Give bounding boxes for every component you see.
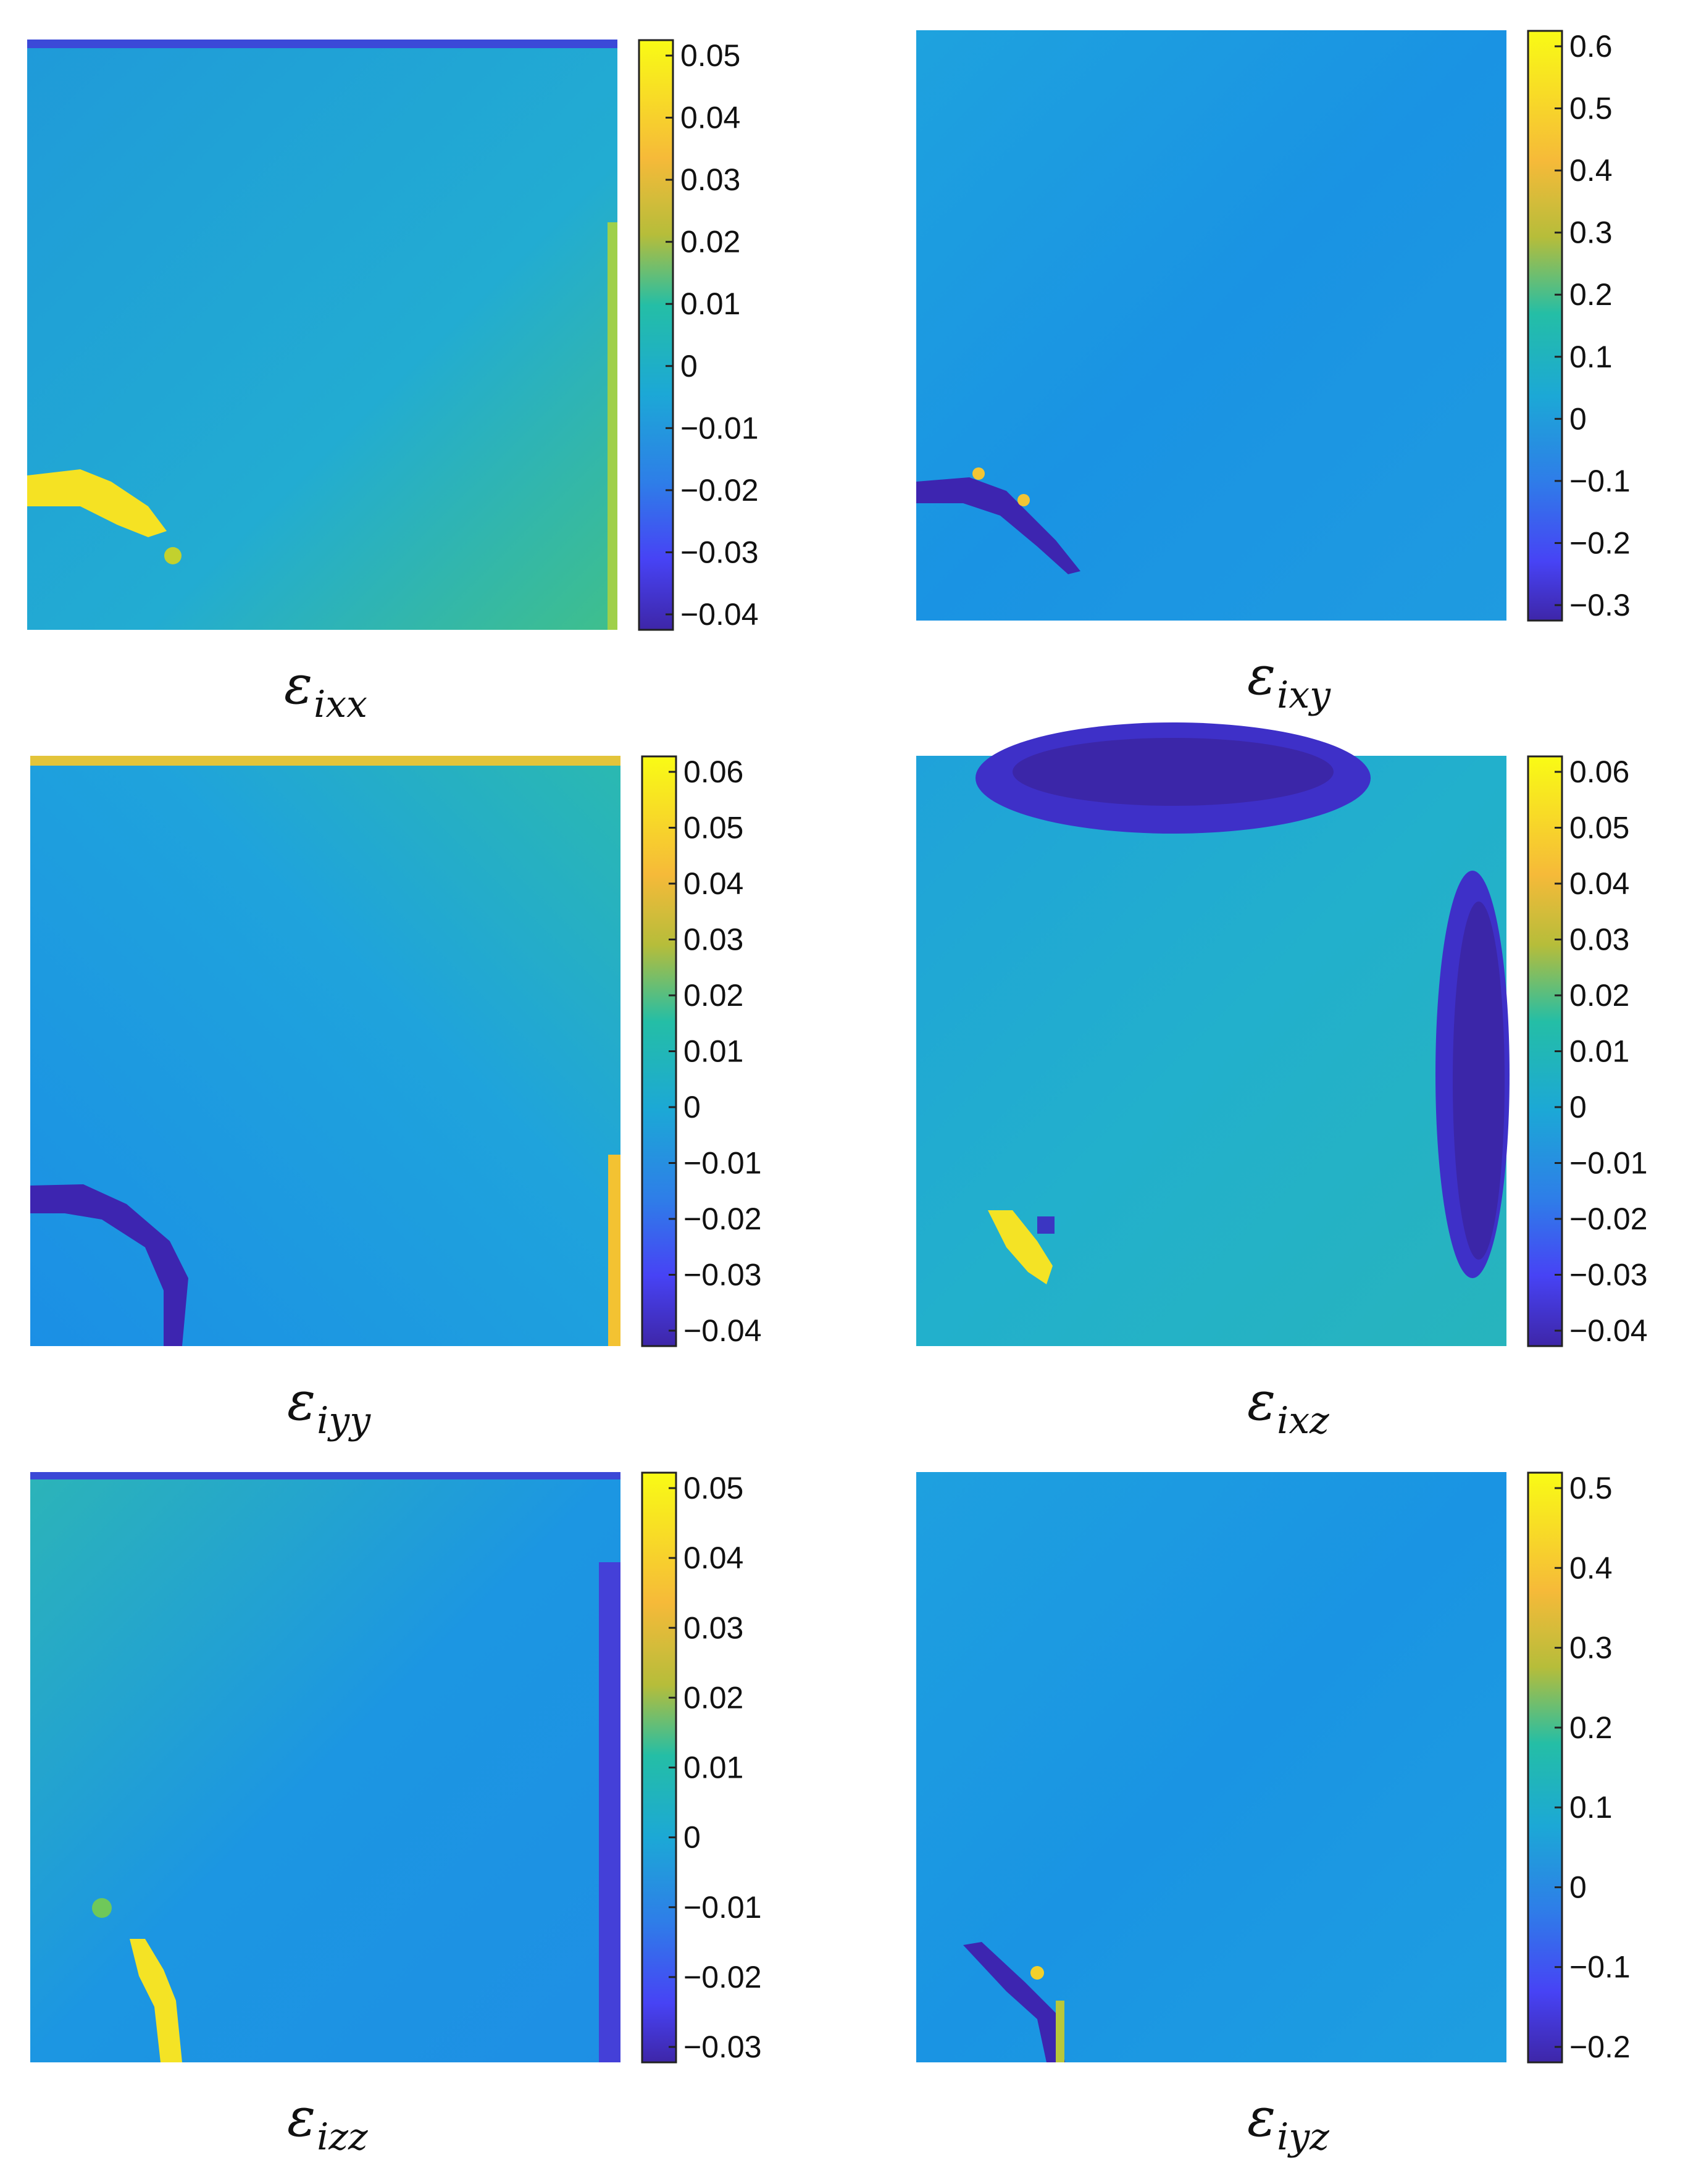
heatmap-izz: 0.05 0.04 0.03 0.02 0.01 0 −0.01 −0.02 −0.03 — [30, 1471, 762, 2064]
colorbar-tick-label: −0.02 — [683, 1202, 762, 1236]
hotspot — [27, 469, 167, 537]
colorbar-tick-label: −0.04 — [680, 597, 759, 632]
colorbar-tick-label: 0.04 — [1569, 866, 1629, 901]
colorbar-tick-label: 0.05 — [683, 1471, 743, 1505]
panel-ixx: 0.05 0.04 0.03 0.02 0.01 0 −0.01 −0.02 −0.03 −0.0… — [25, 37, 778, 729]
hotspot-small — [164, 547, 182, 564]
heatmap-ixy: 0.6 0.5 0.4 0.3 0.2 0.1 0 −0.1 −0.2 −0.3 — [916, 29, 1631, 622]
colorbar-tick-label: 0.4 — [1569, 153, 1613, 188]
colorbar-tick-label: 0.03 — [683, 1610, 743, 1645]
field — [30, 756, 620, 1346]
colorbar-tick-label: 0.06 — [683, 755, 743, 789]
caption-ixz: εixz — [1247, 1371, 1329, 1442]
colorbar-tick-label: 0.1 — [1569, 340, 1613, 374]
panel-iyy: 0.06 0.05 0.04 0.03 0.02 0.01 0 −0.01 −0.02 −0.03… — [28, 753, 781, 1445]
panel-izz: 0.05 0.04 0.03 0.02 0.01 0 −0.01 −0.02 −0.03 εiz… — [28, 1470, 781, 2161]
field — [916, 1472, 1506, 2062]
colorbar-tick-label: −0.01 — [683, 1146, 762, 1181]
hotspot — [30, 1184, 188, 1346]
colorbar-tick-label: 0.04 — [683, 866, 743, 901]
colorbar — [638, 39, 674, 631]
colorbar-tick-label: −0.02 — [1569, 1202, 1648, 1236]
colorbar-tick-label: −0.03 — [683, 1258, 762, 1292]
colorbar-tick-label: 0.05 — [683, 811, 743, 845]
caption-ixy: εixy — [1247, 645, 1331, 717]
colorbar-tick-label: −0.02 — [683, 1960, 762, 1994]
top-edge-band — [30, 1472, 620, 1479]
panel-ixz: 0.06 0.05 0.04 0.03 0.02 0.01 0 −0.01 −0.02 −0.03… — [914, 722, 1667, 1445]
colorbar-tick-label: 0.4 — [1569, 1550, 1613, 1585]
colorbar-tick-label: −0.1 — [1569, 1950, 1631, 1985]
colorbar-tick-label: 0.03 — [1569, 923, 1629, 957]
colorbar-tick-label: 0 — [1569, 401, 1587, 436]
colorbar-tick-label: 0.2 — [1569, 1710, 1613, 1745]
colorbar-tick-label: −0.01 — [683, 1890, 762, 1925]
colorbar-tick-label: 0.3 — [1569, 1631, 1613, 1665]
field — [916, 30, 1506, 621]
colorbar — [1527, 30, 1563, 622]
panel-ixy: 0.6 0.5 0.4 0.3 0.2 0.1 0 −0.1 −0.2 −0.3 εixy — [914, 28, 1667, 719]
hotspot — [988, 1210, 1053, 1284]
field — [916, 756, 1506, 1346]
colorbar-tick-label: −0.03 — [1569, 1258, 1648, 1292]
colorbar-tick-label: 0.01 — [680, 287, 740, 321]
colorbar-tick-label: −0.04 — [1569, 1313, 1648, 1348]
colorbar-tick-label: 0.2 — [1569, 277, 1613, 312]
hotspot — [963, 1942, 1065, 2062]
colorbar-tick-label: 0.02 — [680, 225, 740, 259]
colorbar — [1527, 1471, 1563, 2064]
colorbar-tick-label: −0.03 — [680, 535, 759, 569]
colorbar-tick-label: 0.01 — [683, 1751, 743, 1785]
panel-iyz: 0.5 0.4 0.3 0.2 0.1 0 −0.1 −0.2 εiyz — [914, 1470, 1667, 2161]
colorbar-tick-label: −0.2 — [1569, 525, 1631, 560]
colorbar-tick-label: 0.3 — [1569, 215, 1613, 250]
colorbar-tick-label: 0.6 — [1569, 29, 1613, 64]
colorbar-tick-label: 0.01 — [1569, 1034, 1629, 1069]
colorbar-tick-label: 0.01 — [683, 1034, 743, 1069]
colorbar-tick-label: 0.1 — [1569, 1790, 1613, 1825]
colorbar-tick-label: −0.1 — [1569, 464, 1631, 498]
colorbar-tick-label: 0.03 — [680, 162, 740, 197]
hotspot — [916, 477, 1080, 574]
colorbar-tick-label: 0.05 — [680, 38, 740, 73]
colorbar-tick-label: 0 — [680, 349, 698, 383]
colorbar-ticks-ixx: 0.05 0.04 0.03 0.02 0.01 0 −0.01 −0.02 −0.03 −0.0… — [666, 38, 759, 632]
colorbar-tick-label: −0.04 — [683, 1313, 762, 1348]
caption-ixx: εixx — [284, 655, 368, 726]
top-edge-band — [30, 756, 620, 766]
caption-iyz: εiyz — [1247, 2087, 1329, 2159]
colorbar-tick-label: 0 — [1569, 1090, 1587, 1124]
colorbar-tick-label: 0 — [683, 1090, 701, 1124]
colorbar-tick-label: 0 — [1569, 1870, 1587, 1904]
field — [30, 1472, 620, 2062]
heatmap-iyz: 0.5 0.4 0.3 0.2 0.1 0 −0.1 −0.2 — [916, 1471, 1631, 2064]
heatmap-iyy: 0.06 0.05 0.04 0.03 0.02 0.01 0 −0.01 −0.02 −0.03… — [30, 755, 762, 1348]
colorbar-tick-label: −0.02 — [680, 473, 759, 508]
colorbar-tick-label: 0.5 — [1569, 1471, 1613, 1505]
colorbar-tick-label: 0.02 — [683, 978, 743, 1013]
colorbar-tick-label: 0.06 — [1569, 755, 1629, 789]
heatmap-ixx: 0.05 0.04 0.03 0.02 0.01 0 −0.01 −0.02 −0.03 −0.0… — [27, 38, 759, 632]
colorbar-tick-label: 0.02 — [1569, 978, 1629, 1013]
colorbar-tick-label: 0.04 — [680, 101, 740, 135]
heatmap-ixz: 0.06 0.05 0.04 0.03 0.02 0.01 0 −0.01 −0.02 −0.03… — [916, 722, 1648, 1348]
colorbar-tick-label: 0.04 — [683, 1541, 743, 1575]
colorbar-tick-label: −0.01 — [1569, 1146, 1648, 1181]
top-edge-band — [27, 40, 617, 48]
colorbar-tick-label: 0.03 — [683, 923, 743, 957]
caption-izz: εizz — [287, 2087, 368, 2159]
hotspot — [130, 1939, 182, 2062]
colorbar-tick-label: 0.5 — [1569, 91, 1613, 126]
field — [27, 40, 617, 630]
colorbar-tick-label: −0.01 — [680, 411, 759, 445]
colorbar-tick-label: 0.02 — [683, 1680, 743, 1715]
colorbar-tick-label: −0.03 — [683, 2030, 762, 2064]
colorbar-tick-label: 0 — [683, 1820, 701, 1855]
colorbar-tick-label: −0.2 — [1569, 2030, 1631, 2064]
caption-iyy: εiyy — [287, 1371, 371, 1442]
colorbar-tick-label: −0.3 — [1569, 588, 1631, 622]
colorbar-tick-label: 0.05 — [1569, 811, 1629, 845]
